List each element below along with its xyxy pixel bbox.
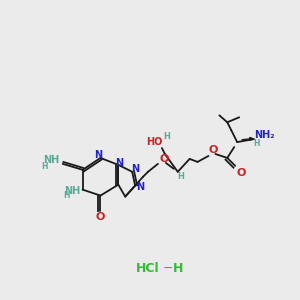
Text: O: O <box>236 168 246 178</box>
Text: HO: HO <box>146 137 162 147</box>
Text: N: N <box>131 164 139 174</box>
Text: N: N <box>94 150 103 160</box>
Text: NH: NH <box>43 155 59 165</box>
Text: NH₂: NH₂ <box>254 130 274 140</box>
Text: O: O <box>96 212 105 222</box>
Text: N: N <box>115 158 123 168</box>
Text: −: − <box>163 262 173 275</box>
Text: H: H <box>64 191 70 200</box>
Text: NH: NH <box>64 186 81 196</box>
Text: O: O <box>159 154 169 164</box>
Text: H: H <box>177 172 184 181</box>
Text: H: H <box>172 262 183 275</box>
Text: H: H <box>254 139 260 148</box>
Text: O: O <box>209 145 218 155</box>
Text: N: N <box>136 182 144 192</box>
Text: H: H <box>42 162 48 171</box>
Text: H: H <box>164 132 170 141</box>
Text: HCl: HCl <box>136 262 160 275</box>
